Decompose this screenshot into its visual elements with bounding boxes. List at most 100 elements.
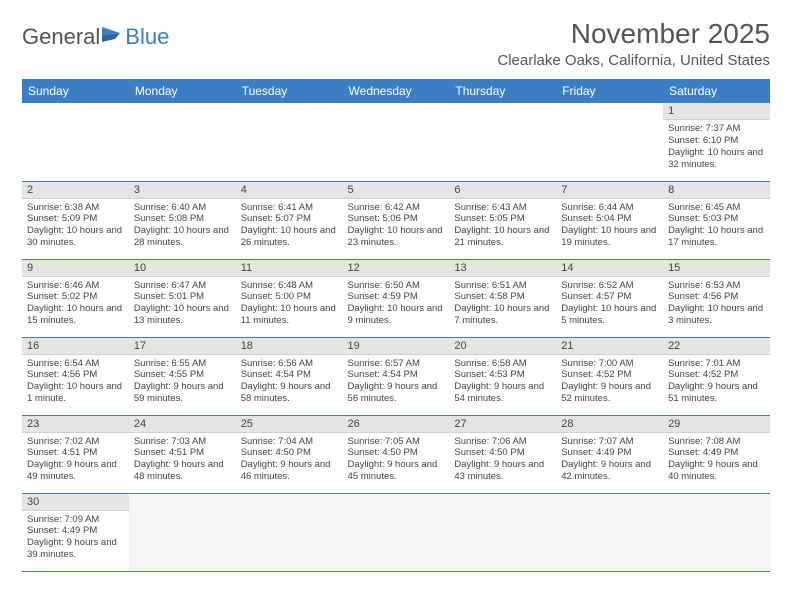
calendar-day: 5Sunrise: 6:42 AMSunset: 5:06 PMDaylight… <box>343 181 450 259</box>
day-number: 15 <box>663 260 770 277</box>
calendar-day: 7Sunrise: 6:44 AMSunset: 5:04 PMDaylight… <box>556 181 663 259</box>
calendar-day <box>129 493 236 571</box>
calendar-day: 1Sunrise: 7:37 AMSunset: 6:10 PMDaylight… <box>663 103 770 181</box>
day-number: 28 <box>556 416 663 433</box>
day-number: 12 <box>343 260 450 277</box>
calendar-day: 22Sunrise: 7:01 AMSunset: 4:52 PMDayligh… <box>663 337 770 415</box>
calendar-day: 24Sunrise: 7:03 AMSunset: 4:51 PMDayligh… <box>129 415 236 493</box>
logo-text-1: General <box>22 24 100 50</box>
day-number: 29 <box>663 416 770 433</box>
calendar-table: SundayMondayTuesdayWednesdayThursdayFrid… <box>22 79 770 572</box>
calendar-day <box>449 493 556 571</box>
day-details: Sunrise: 7:06 AMSunset: 4:50 PMDaylight:… <box>449 433 556 488</box>
day-number: 14 <box>556 260 663 277</box>
day-details: Sunrise: 6:42 AMSunset: 5:06 PMDaylight:… <box>343 199 450 254</box>
day-number: 26 <box>343 416 450 433</box>
day-details: Sunrise: 6:41 AMSunset: 5:07 PMDaylight:… <box>236 199 343 254</box>
day-number: 23 <box>22 416 129 433</box>
calendar-day: 25Sunrise: 7:04 AMSunset: 4:50 PMDayligh… <box>236 415 343 493</box>
calendar-day: 28Sunrise: 7:07 AMSunset: 4:49 PMDayligh… <box>556 415 663 493</box>
weekday-header: Monday <box>129 79 236 103</box>
calendar-day <box>22 103 129 181</box>
weekday-header: Tuesday <box>236 79 343 103</box>
day-details: Sunrise: 7:02 AMSunset: 4:51 PMDaylight:… <box>22 433 129 488</box>
day-number: 22 <box>663 338 770 355</box>
calendar-day: 27Sunrise: 7:06 AMSunset: 4:50 PMDayligh… <box>449 415 556 493</box>
day-number: 3 <box>129 182 236 199</box>
day-number: 24 <box>129 416 236 433</box>
day-details: Sunrise: 6:43 AMSunset: 5:05 PMDaylight:… <box>449 199 556 254</box>
day-number: 8 <box>663 182 770 199</box>
day-details: Sunrise: 6:47 AMSunset: 5:01 PMDaylight:… <box>129 277 236 332</box>
day-number: 2 <box>22 182 129 199</box>
weekday-header: Friday <box>556 79 663 103</box>
calendar-day: 8Sunrise: 6:45 AMSunset: 5:03 PMDaylight… <box>663 181 770 259</box>
day-number: 20 <box>449 338 556 355</box>
calendar-day: 2Sunrise: 6:38 AMSunset: 5:09 PMDaylight… <box>22 181 129 259</box>
day-number: 6 <box>449 182 556 199</box>
weekday-header: Sunday <box>22 79 129 103</box>
calendar-day: 18Sunrise: 6:56 AMSunset: 4:54 PMDayligh… <box>236 337 343 415</box>
calendar-day: 12Sunrise: 6:50 AMSunset: 4:59 PMDayligh… <box>343 259 450 337</box>
day-details: Sunrise: 6:54 AMSunset: 4:56 PMDaylight:… <box>22 355 129 410</box>
calendar-week: 2Sunrise: 6:38 AMSunset: 5:09 PMDaylight… <box>22 181 770 259</box>
day-number: 25 <box>236 416 343 433</box>
day-number: 21 <box>556 338 663 355</box>
day-number: 7 <box>556 182 663 199</box>
calendar-day: 23Sunrise: 7:02 AMSunset: 4:51 PMDayligh… <box>22 415 129 493</box>
weekday-header: Thursday <box>449 79 556 103</box>
calendar-day: 29Sunrise: 7:08 AMSunset: 4:49 PMDayligh… <box>663 415 770 493</box>
flag-icon <box>101 24 123 50</box>
calendar-week: 1Sunrise: 7:37 AMSunset: 6:10 PMDaylight… <box>22 103 770 181</box>
title-block: November 2025 Clearlake Oaks, California… <box>497 18 770 73</box>
day-number: 16 <box>22 338 129 355</box>
day-number: 4 <box>236 182 343 199</box>
day-details: Sunrise: 6:44 AMSunset: 5:04 PMDaylight:… <box>556 199 663 254</box>
calendar-day: 16Sunrise: 6:54 AMSunset: 4:56 PMDayligh… <box>22 337 129 415</box>
calendar-day: 4Sunrise: 6:41 AMSunset: 5:07 PMDaylight… <box>236 181 343 259</box>
day-details: Sunrise: 6:58 AMSunset: 4:53 PMDaylight:… <box>449 355 556 410</box>
day-details: Sunrise: 6:51 AMSunset: 4:58 PMDaylight:… <box>449 277 556 332</box>
day-details: Sunrise: 7:07 AMSunset: 4:49 PMDaylight:… <box>556 433 663 488</box>
page-title: November 2025 <box>497 18 770 50</box>
day-details: Sunrise: 6:52 AMSunset: 4:57 PMDaylight:… <box>556 277 663 332</box>
calendar-day <box>129 103 236 181</box>
day-number: 1 <box>663 103 770 120</box>
calendar-day: 17Sunrise: 6:55 AMSunset: 4:55 PMDayligh… <box>129 337 236 415</box>
day-number: 13 <box>449 260 556 277</box>
day-details: Sunrise: 6:55 AMSunset: 4:55 PMDaylight:… <box>129 355 236 410</box>
day-number: 10 <box>129 260 236 277</box>
calendar-day <box>556 493 663 571</box>
logo-text-2: Blue <box>125 24 169 50</box>
day-number: 19 <box>343 338 450 355</box>
day-number: 30 <box>22 494 129 511</box>
calendar-day: 26Sunrise: 7:05 AMSunset: 4:50 PMDayligh… <box>343 415 450 493</box>
day-details: Sunrise: 7:37 AMSunset: 6:10 PMDaylight:… <box>663 120 770 175</box>
day-details: Sunrise: 7:01 AMSunset: 4:52 PMDaylight:… <box>663 355 770 410</box>
calendar-day <box>236 493 343 571</box>
calendar-day: 6Sunrise: 6:43 AMSunset: 5:05 PMDaylight… <box>449 181 556 259</box>
day-details: Sunrise: 6:45 AMSunset: 5:03 PMDaylight:… <box>663 199 770 254</box>
day-number: 18 <box>236 338 343 355</box>
day-number: 5 <box>343 182 450 199</box>
day-details: Sunrise: 6:46 AMSunset: 5:02 PMDaylight:… <box>22 277 129 332</box>
calendar-day: 11Sunrise: 6:48 AMSunset: 5:00 PMDayligh… <box>236 259 343 337</box>
day-details: Sunrise: 6:40 AMSunset: 5:08 PMDaylight:… <box>129 199 236 254</box>
day-details: Sunrise: 7:04 AMSunset: 4:50 PMDaylight:… <box>236 433 343 488</box>
calendar-day: 13Sunrise: 6:51 AMSunset: 4:58 PMDayligh… <box>449 259 556 337</box>
calendar-day: 10Sunrise: 6:47 AMSunset: 5:01 PMDayligh… <box>129 259 236 337</box>
day-number: 17 <box>129 338 236 355</box>
calendar-day: 14Sunrise: 6:52 AMSunset: 4:57 PMDayligh… <box>556 259 663 337</box>
weekday-header: Wednesday <box>343 79 450 103</box>
day-details: Sunrise: 7:00 AMSunset: 4:52 PMDaylight:… <box>556 355 663 410</box>
calendar-day <box>343 103 450 181</box>
calendar-day <box>663 493 770 571</box>
day-details: Sunrise: 7:05 AMSunset: 4:50 PMDaylight:… <box>343 433 450 488</box>
calendar-week: 23Sunrise: 7:02 AMSunset: 4:51 PMDayligh… <box>22 415 770 493</box>
calendar-day: 30Sunrise: 7:09 AMSunset: 4:49 PMDayligh… <box>22 493 129 571</box>
logo: General Blue <box>22 18 169 50</box>
weekday-header-row: SundayMondayTuesdayWednesdayThursdayFrid… <box>22 79 770 103</box>
calendar-day: 15Sunrise: 6:53 AMSunset: 4:56 PMDayligh… <box>663 259 770 337</box>
calendar-week: 9Sunrise: 6:46 AMSunset: 5:02 PMDaylight… <box>22 259 770 337</box>
calendar-day: 9Sunrise: 6:46 AMSunset: 5:02 PMDaylight… <box>22 259 129 337</box>
